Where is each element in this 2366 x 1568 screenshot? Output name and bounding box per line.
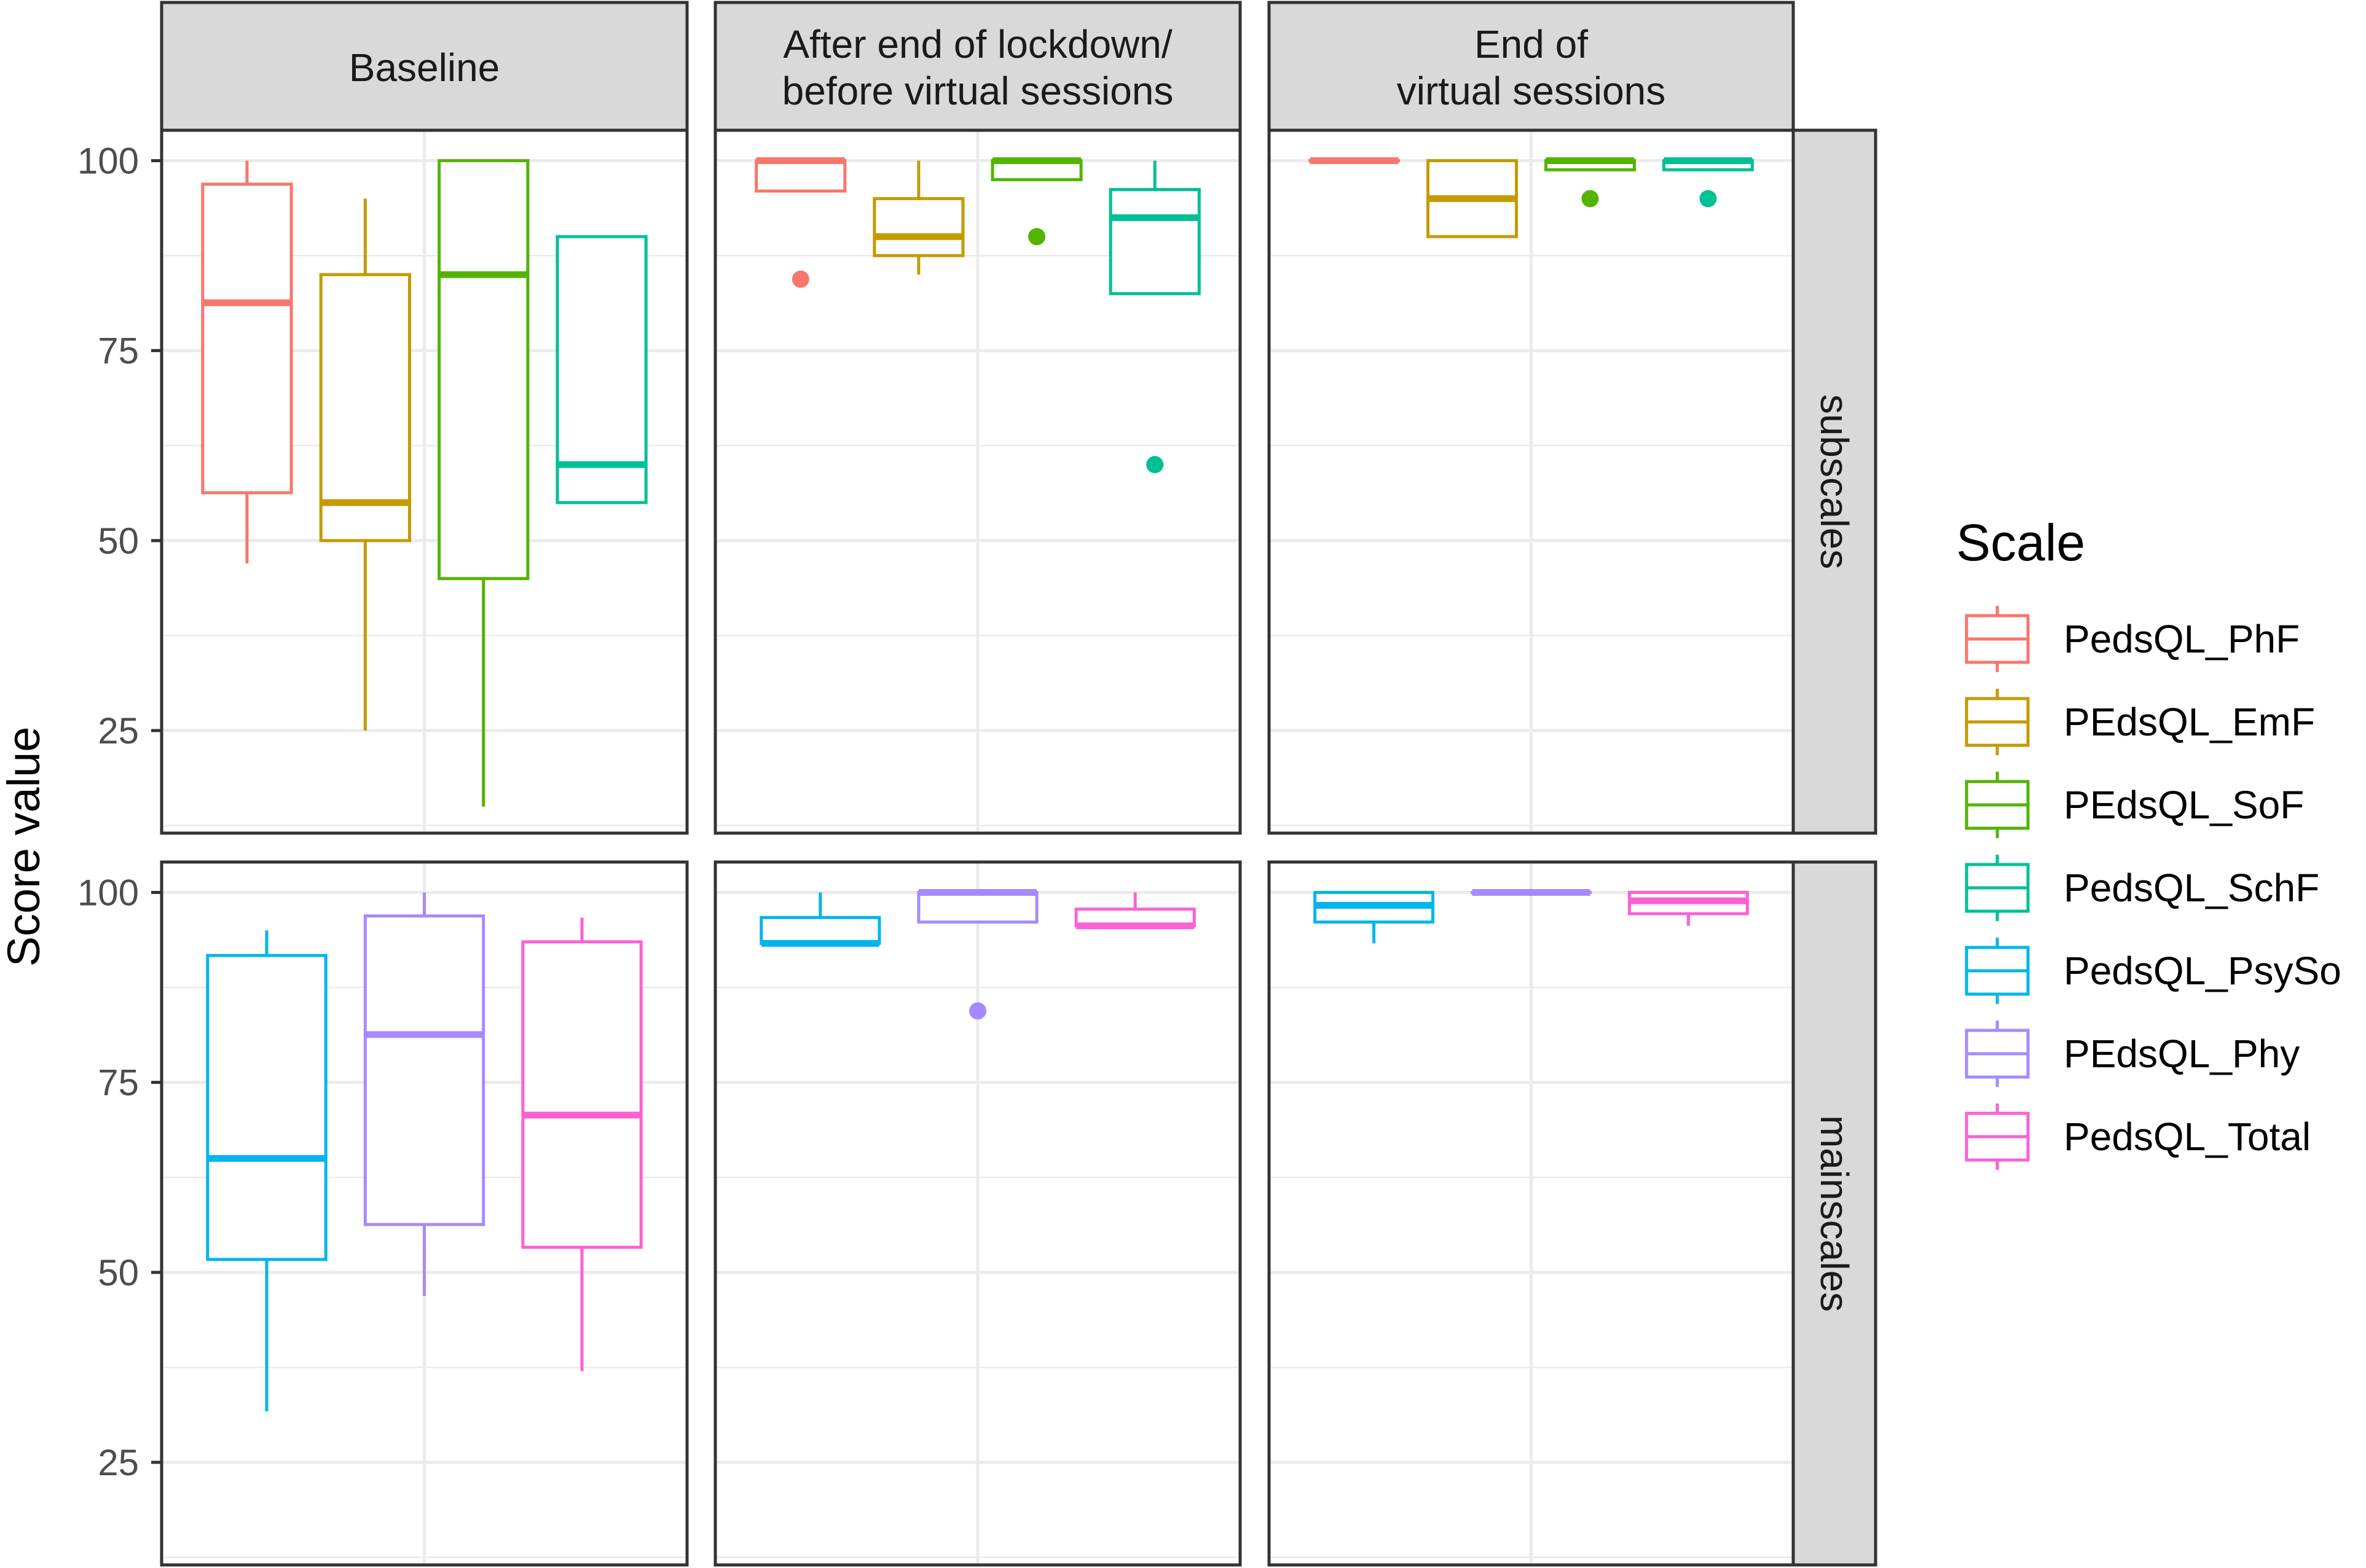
panel-0-1 [713,128,1242,835]
legend-label: PEdsQL_Phy [2064,1032,2300,1076]
panel-border [160,860,689,1567]
panel-1-0 [160,860,689,1567]
y-tick-label: 25 [98,710,139,751]
outlier-point [1146,456,1164,474]
legend-label: PedsQL_PsySo [2064,949,2341,993]
box-PEdsQL_SoF [1544,157,1636,208]
box-PedsQL_PsySo [206,930,328,1412]
panel-border [713,860,1242,1567]
legend-entry-PedsQL_PsySo: PedsQL_PsySo [1965,938,2341,1004]
box-PEdsQL_SoF [438,159,530,807]
strip-label-line: After end of lockdown/ [783,22,1172,66]
box-PedsQL_Total [1627,890,1749,926]
legend-entry-PEdsQL_SoF: PEdsQL_SoF [1965,772,2304,838]
legend-label: PEdsQL_SoF [2064,783,2304,827]
strip-background [713,1,1242,132]
box-iqr [206,954,328,1261]
strip-label: End of virtual sessions [1397,22,1666,113]
column-strip-0: Baseline [160,1,689,132]
y-tick-label: 50 [98,520,139,562]
box-PEdsQL_EmF [1426,159,1519,238]
strip-label-line: Baseline [349,45,500,90]
legend-entry-PedsQL_PhF: PedsQL_PhF [1965,606,2300,672]
legend-entry-PedsQL_SchF: PedsQL_SchF [1965,855,2319,921]
box-iqr [917,890,1039,924]
y-tick-label: 25 [98,1442,139,1483]
box-PedsQL_PsySo [1313,890,1435,944]
box-PEdsQL_EmF [873,160,965,275]
strip-label: subscales [1812,394,1857,570]
box-PedsQL_PhF [201,160,293,563]
box-iqr [873,197,965,257]
box-PedsQL_SchF [1109,160,1201,474]
box-PEdsQL_Phy [917,888,1039,1020]
panel-1-2 [1267,860,1795,1567]
strip-label-line: End of [1474,22,1588,66]
legend-label: PedsQL_Total [2064,1115,2311,1159]
box-iqr [201,182,293,495]
column-strip-1: After end of lockdown/before virtual ses… [713,1,1242,132]
y-axis-row-0: 25 50 75 100 [77,140,162,751]
box-iqr [438,159,530,581]
row-strip-0: subscales [1791,128,1877,835]
y-axis-title: Score value [0,727,49,967]
y-tick-label: 100 [77,140,139,181]
box-PEdsQL_EmF [319,198,411,731]
strip-background [160,1,689,132]
y-axis-row-1: 25 50 75 100 [77,872,162,1483]
box-PedsQL_SchF [1662,157,1754,208]
strip-label: After end of lockdown/before virtual ses… [782,22,1174,113]
outlier-point [792,270,809,288]
legend-entry-PEdsQL_EmF: PEdsQL_EmF [1965,689,2315,755]
outlier-point [1699,190,1717,208]
legend-label: PEdsQL_EmF [2064,700,2315,744]
legend-title: Scale [1956,514,2085,571]
y-tick-label: 75 [98,331,139,372]
strip-label: Baseline [349,45,500,90]
panel-0-0 [160,128,689,835]
box-iqr [755,159,847,193]
legend-entry-PedsQL_Total: PedsQL_Total [1965,1103,2311,1170]
legend-entry-PEdsQL_Phy: PEdsQL_Phy [1965,1021,2300,1087]
strip-background [1791,128,1877,835]
box-iqr [363,914,485,1226]
box-PedsQL_SchF [556,235,648,504]
box-iqr [1109,187,1201,296]
outlier-point [1581,190,1599,208]
panels-layer [160,128,1795,1567]
row-strip-1: mainscales [1791,860,1877,1567]
legend-label: PedsQL_SchF [2064,866,2319,910]
outlier-point [969,1002,986,1020]
legend: Scale PedsQL_PhF PEdsQL_EmF PEdsQL_SoF PedsQ… [1956,514,2341,1170]
box-PedsQL_Total [1074,892,1196,930]
box-PedsQL_Total [521,917,643,1371]
strip-background [1791,860,1877,1567]
strip-label-line: virtual sessions [1397,69,1666,113]
y-tick-label: 100 [77,872,139,913]
strip-label: mainscales [1812,1115,1857,1312]
box-PEdsQL_SoF [991,157,1083,246]
y-axes: 25 50 75 100 25 50 75 100 [77,140,162,1483]
outlier-point [1028,228,1046,246]
strip-label-line: before virtual sessions [782,69,1174,113]
box-PedsQL_PhF [755,157,847,288]
y-tick-label: 50 [98,1252,139,1293]
y-tick-label: 75 [98,1062,139,1103]
panel-1-1 [713,860,1242,1567]
box-iqr [319,273,411,543]
column-strip-2: End of virtual sessions [1267,1,1795,132]
strip-background [1267,1,1795,132]
box-PEdsQL_Phy [363,892,485,1296]
box-iqr [556,235,648,504]
facet-strips: Baseline After end of lockdown/before vir… [160,1,1877,1567]
box-iqr [760,915,881,945]
panel-0-2 [1267,128,1795,835]
legend-label: PedsQL_PhF [2064,617,2300,661]
box-iqr [521,940,643,1249]
box-PedsQL_PsySo [760,892,881,947]
